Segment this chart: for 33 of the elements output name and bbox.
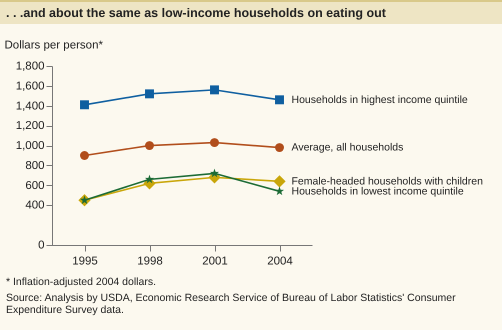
point [210,85,219,94]
y-tick-label: 0 [38,240,44,252]
y-tick-label: 800 [25,160,44,172]
series-label: Households in lowest income quintile [292,185,464,198]
series-label: Female-headed households with children [292,175,484,188]
y-axis-title: Dollars per person* [4,40,104,52]
source-note: Source: Analysis by USDA, Economic Research Service of Bureau of Labor Statistics' Consumer Expenditure Survey data. [6,292,457,316]
point [275,95,284,104]
y-tick-label: 1,000 [16,140,44,152]
point [210,168,220,178]
y-tick-label: 600 [25,180,44,192]
point [210,138,219,148]
point [273,175,286,188]
x-tick-label: 1998 [137,256,163,268]
chart-title: . . .and about the same as low-income households on eating out [0,0,502,24]
x-tick-label: 2001 [202,256,228,268]
point [145,141,154,150]
x-tick-label: 1995 [72,256,98,268]
point [80,151,89,160]
y-tick-label: 1,800 [16,60,44,72]
y-tick-label: 1,200 [16,120,44,132]
point [275,143,284,152]
x-tick-label: 2004 [267,256,294,268]
y-tick-label: 1,400 [16,100,44,112]
point [80,100,89,110]
series-label: Average, all households [292,142,404,154]
text: * Inflation-adjusted 2004 dollars. [6,276,158,288]
y-tick-label: 1,600 [16,80,44,92]
y-tick-label: 400 [25,200,44,212]
point [274,186,284,196]
point [145,89,154,98]
series-label: Households in highest income quintile [292,94,468,106]
point [144,174,154,184]
